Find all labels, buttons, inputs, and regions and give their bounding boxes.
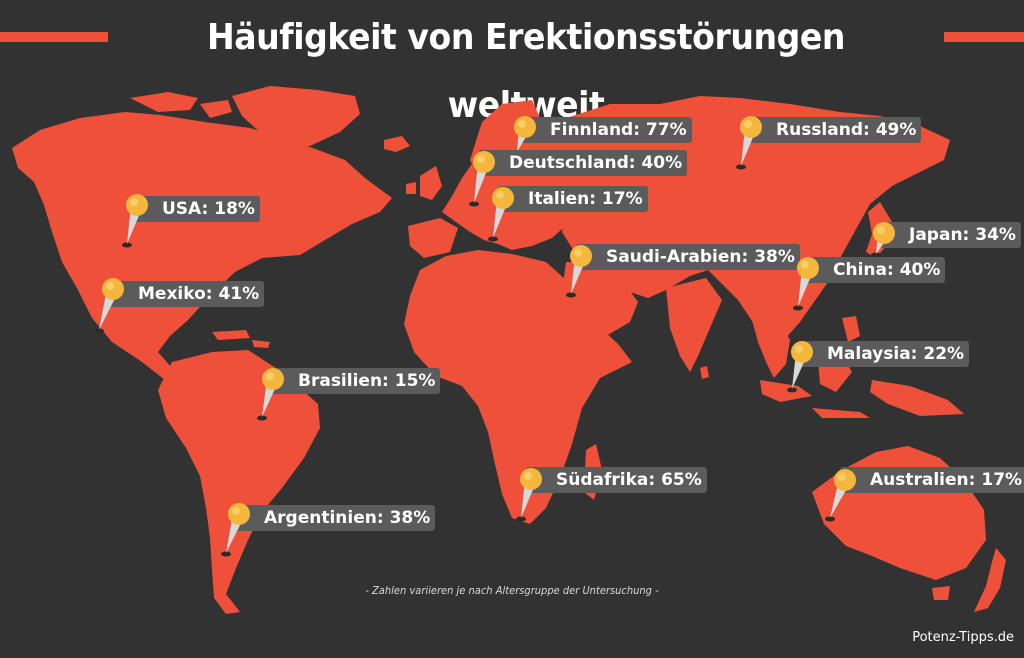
marker-label-china: China: 40% — [803, 257, 946, 283]
marker-label-text: Saudi-Arabien: 38% — [606, 247, 795, 267]
new-zealand — [974, 548, 1006, 612]
india — [666, 278, 722, 372]
marker-label-text: Mexiko: 41% — [138, 284, 260, 304]
marker-label-text: Südafrika: 65% — [556, 470, 702, 490]
title-bar-right — [944, 32, 1024, 42]
tasmania — [932, 586, 950, 600]
north-america — [12, 112, 392, 388]
iceland — [384, 136, 410, 152]
marker-label-text: Deutschland: 40% — [509, 153, 683, 173]
marker-label-text: Malaysia: 22% — [827, 344, 965, 364]
marker-label-text: China: 40% — [833, 260, 941, 280]
marker-label-brasilien: Brasilien: 15% — [268, 368, 441, 394]
marker-label-text: Japan: 34% — [909, 225, 1016, 245]
marker-label-usa: USA: 18% — [132, 196, 260, 222]
title-bar-left — [0, 32, 108, 42]
iberia — [408, 218, 458, 258]
marker-label-text: Australien: 17% — [870, 470, 1023, 490]
caribbean — [212, 330, 270, 348]
marker-label-text: Brasilien: 15% — [298, 371, 436, 391]
footnote: - Zahlen variieren je nach Altersgruppe … — [365, 584, 659, 597]
marker-label-argentinien: Argentinien: 38% — [234, 505, 436, 531]
marker-label-finnland: Finnland: 77% — [520, 117, 692, 143]
credit: Potenz-Tipps.de — [912, 630, 1014, 645]
marker-label-text: Russland: 49% — [776, 120, 917, 140]
british-isles — [406, 166, 442, 200]
marker-label-deutschland: Deutschland: 40% — [479, 150, 688, 176]
africa — [404, 250, 632, 524]
marker-label-russland: Russland: 49% — [746, 117, 922, 143]
arctic-islands — [130, 92, 232, 118]
indonesia — [760, 316, 964, 418]
marker-label-text: USA: 18% — [162, 199, 255, 219]
marker-label-text: Argentinien: 38% — [264, 508, 431, 528]
greenland — [232, 86, 360, 150]
south-america — [158, 350, 320, 614]
marker-label-mexiko: Mexiko: 41% — [108, 281, 265, 307]
marker-label-italien: Italien: 17% — [498, 186, 648, 212]
marker-label-saudi-arabien: Saudi-Arabien: 38% — [576, 244, 800, 270]
marker-label-südafrika: Südafrika: 65% — [526, 467, 707, 493]
marker-label-australien: Australien: 17% — [840, 467, 1024, 493]
marker-label-japan: Japan: 34% — [879, 222, 1021, 248]
marker-label-malaysia: Malaysia: 22% — [797, 341, 970, 367]
marker-label-text: Italien: 17% — [528, 189, 643, 209]
marker-label-text: Finnland: 77% — [550, 120, 687, 140]
sri-lanka — [700, 366, 709, 379]
southeast-asia — [752, 318, 790, 378]
